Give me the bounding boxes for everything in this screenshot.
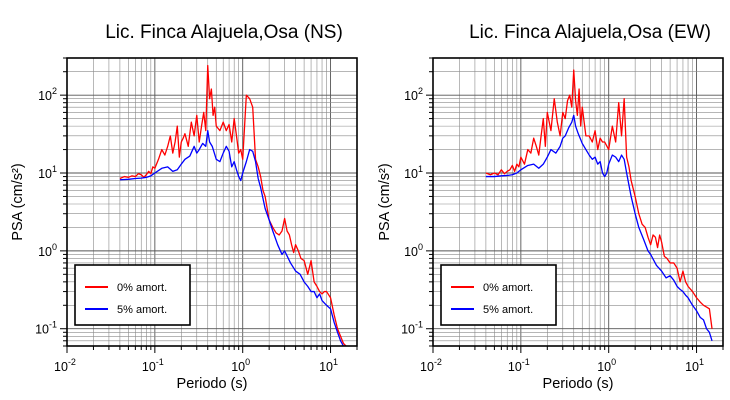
chart-panel-ns: Lic. Finca Alajuela,Osa (NS)10-2 10-1 100 1… <box>10 22 358 392</box>
legend: 0% amort. 5% amort. <box>440 264 557 326</box>
chart-title: Lic. Finca Alajuela,Osa (NS) <box>105 22 343 43</box>
y-tick-label: 101 <box>38 164 57 181</box>
y-axis: 10-1 100 101 102 <box>35 57 67 347</box>
y-tick-label: 100 <box>38 242 57 259</box>
chart-title: Lic. Finca Alajuela,Osa (EW) <box>469 22 711 43</box>
x-axis: 10-2 10-1 100 101 <box>54 346 358 374</box>
y-tick-label: 101 <box>404 164 423 181</box>
x-tick-label: 101 <box>685 357 704 374</box>
legend-label: 5% amort. <box>117 304 167 316</box>
x-axis-label: Periodo (s) <box>177 376 248 392</box>
x-axis-label: Periodo (s) <box>543 376 614 392</box>
x-tick-label: 10-1 <box>508 357 530 374</box>
series-line-amort-5 <box>119 129 347 346</box>
x-tick-label: 10-1 <box>142 357 164 374</box>
series-line-amort-5 <box>485 114 713 341</box>
x-tick-label: 101 <box>319 357 338 374</box>
y-axis: 10-1 100 101 102 <box>401 57 433 347</box>
legend-box <box>74 264 191 326</box>
plot-frame <box>66 57 358 347</box>
grid <box>67 58 357 346</box>
y-tick-label: 102 <box>404 86 423 103</box>
legend: 0% amort. 5% amort. <box>74 264 191 326</box>
chart-panel-ew: Lic. Finca Alajuela,Osa (EW)10-2 10-1 100 1… <box>377 22 724 392</box>
legend-label: 0% amort. <box>117 282 167 294</box>
x-tick-label: 10-2 <box>420 357 442 374</box>
series-group <box>485 69 713 341</box>
series-line-amort-0 <box>119 64 347 346</box>
y-tick-label: 102 <box>38 86 57 103</box>
x-tick-label: 10-2 <box>54 357 76 374</box>
legend-label: 0% amort. <box>483 282 533 294</box>
x-tick-label: 100 <box>597 357 616 374</box>
y-axis-label: PSA (cm/s²) <box>377 163 393 240</box>
y-axis-label: PSA (cm/s²) <box>10 163 26 240</box>
x-axis: 10-2 10-1 100 101 <box>420 346 724 374</box>
legend-label: 5% amort. <box>483 304 533 316</box>
y-tick-label: 100 <box>404 242 423 259</box>
legend-box <box>440 264 557 326</box>
y-tick-label: 10-1 <box>401 320 423 337</box>
y-tick-label: 10-1 <box>35 320 57 337</box>
x-tick-label: 100 <box>231 357 250 374</box>
series-group <box>119 64 347 346</box>
plot-frame <box>432 57 724 347</box>
series-line-amort-0 <box>485 69 713 329</box>
